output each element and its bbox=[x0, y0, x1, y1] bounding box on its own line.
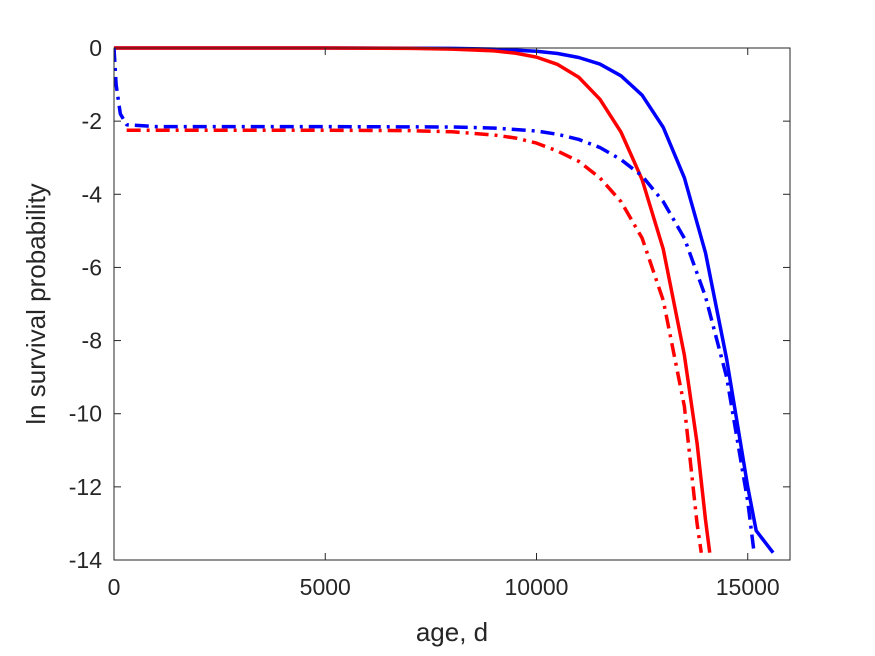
y-tick-label: -2 bbox=[82, 108, 102, 134]
plot-frame bbox=[113, 47, 791, 561]
y-axis-label: ln survival probability bbox=[21, 183, 51, 424]
y-tick-label: -8 bbox=[82, 328, 102, 354]
y-tick-label: -14 bbox=[69, 547, 102, 573]
series-line-4 bbox=[126, 128, 704, 553]
x-tick-label: 0 bbox=[108, 574, 121, 600]
x-tick-label: 5000 bbox=[300, 574, 351, 600]
y-tick-label: -12 bbox=[69, 474, 102, 500]
y-tick-label: -6 bbox=[82, 254, 102, 280]
y-tick-label: -10 bbox=[69, 401, 102, 427]
y-tick-label: -4 bbox=[82, 181, 103, 207]
ticks-layer: 0 5000 10000 15000 0 -2 -4 -6 -8 -10 -12 -14 bbox=[69, 35, 790, 600]
x-tick-label: 15000 bbox=[716, 574, 780, 600]
series-line-3 bbox=[114, 47, 756, 553]
y-tick-label: 0 bbox=[89, 35, 102, 61]
x-axis-label: age, d bbox=[416, 617, 488, 647]
x-tick-label: 10000 bbox=[505, 574, 569, 600]
